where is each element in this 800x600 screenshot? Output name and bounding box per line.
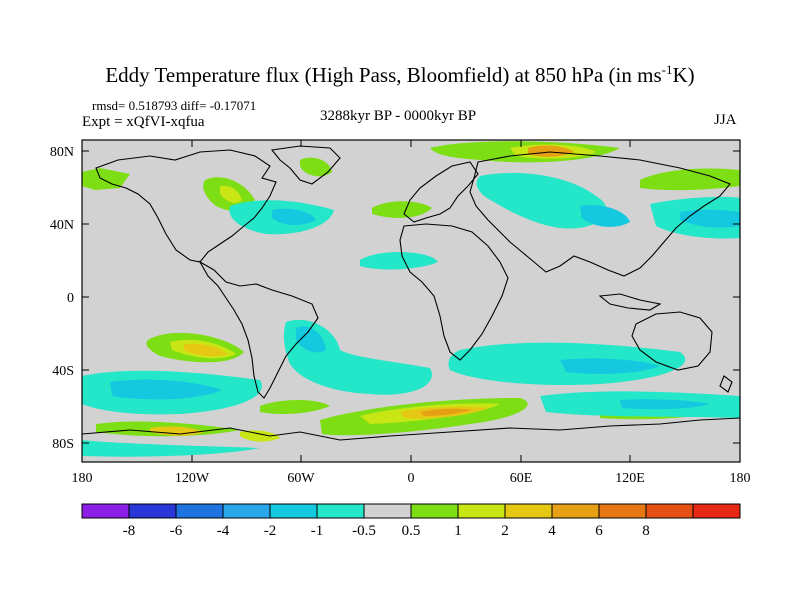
title-main: Eddy Temperature flux (High Pass, Bloomf… <box>105 63 662 87</box>
colorbar-swatch <box>692 503 741 519</box>
lat-tick-label: 40S <box>52 364 74 379</box>
lon-tick-label: 60E <box>510 471 533 486</box>
colorbar-swatch <box>457 503 506 519</box>
anomaly-region-negative <box>272 208 316 226</box>
colorbar-label: -1 <box>311 523 324 539</box>
colorbar-swatch <box>81 503 130 519</box>
colorbar-swatch <box>128 503 177 519</box>
colorbar-label: -8 <box>123 523 136 539</box>
colorbar-swatch <box>551 503 600 519</box>
axis-ticks <box>81 140 741 462</box>
colorbar-swatch <box>222 503 271 519</box>
chart-title: Eddy Temperature flux (High Pass, Bloomf… <box>0 62 800 88</box>
coastline-north-america <box>95 149 277 263</box>
lon-tick-label: 180 <box>72 471 93 486</box>
coastline-antarctica <box>82 417 740 441</box>
lat-tick-label: 80N <box>50 145 74 160</box>
coastline-maritime-asia <box>598 293 662 311</box>
colorbar-label: 2 <box>501 523 509 539</box>
anomaly-region-negative <box>110 379 222 400</box>
lat-tick-label: 80S <box>52 437 74 452</box>
anomaly-region-positive <box>300 157 332 177</box>
anomaly-region-negative <box>680 209 740 228</box>
title-superscript: -1 <box>661 62 673 77</box>
anomaly-fields <box>82 141 740 457</box>
anomaly-region-negative <box>580 204 630 227</box>
colorbar-label: 6 <box>595 523 603 539</box>
colorbar-label: 1 <box>454 523 462 539</box>
lon-tick-label: 0 <box>408 471 415 486</box>
colorbar-swatch <box>410 503 459 519</box>
colorbar-label: 0.5 <box>402 523 421 539</box>
anomaly-region-positive <box>372 201 432 218</box>
anomaly-region-positive <box>640 168 740 191</box>
colorbar-swatch <box>598 503 647 519</box>
coastline-greenland <box>270 145 341 185</box>
title-unit: K) <box>672 63 695 87</box>
lon-tick-label: 180 <box>730 471 751 486</box>
coastline-australia <box>631 311 713 371</box>
colorbar-swatch <box>269 503 318 519</box>
anomaly-region-negative <box>620 399 710 410</box>
colorbar-labels: -8 -6 -4 -2 -1 -0.5 0.5 1 2 4 6 8 <box>123 523 650 539</box>
colorbar-label: -2 <box>264 523 277 539</box>
lat-tick-label: 0 <box>67 291 74 306</box>
anomaly-region-negative <box>476 172 607 229</box>
colorbar-swatch <box>363 503 412 519</box>
coastlines <box>82 145 740 441</box>
anomaly-region-negative <box>560 358 660 374</box>
colorbar-label: -0.5 <box>352 523 376 539</box>
anomaly-region-positive <box>82 168 130 190</box>
colorbar-swatch <box>504 503 553 519</box>
lon-tick-label: 120W <box>175 471 210 486</box>
anomaly-region-positive <box>260 400 330 414</box>
lat-axis: 80N 40N 0 40S 80S <box>50 145 74 452</box>
lon-tick-label: 120E <box>615 471 645 486</box>
anomaly-region-negative <box>360 251 438 270</box>
experiment-label: Expt = xQfVI-xqfua <box>82 114 205 130</box>
coastline-asia <box>469 151 731 277</box>
coastline-south-america <box>198 260 319 399</box>
anomaly-region-positive <box>528 145 574 157</box>
colorbar-label: -4 <box>217 523 230 539</box>
colorbar-swatch <box>316 503 365 519</box>
colorbar-label: 8 <box>642 523 650 539</box>
lon-tick-label: 60W <box>287 471 315 486</box>
lat-tick-label: 40N <box>50 218 74 233</box>
anomaly-region-positive <box>220 185 242 203</box>
colorbar-label: -6 <box>170 523 183 539</box>
anomaly-region-negative <box>82 440 260 457</box>
colorbar-swatch <box>645 503 694 519</box>
colorbar-swatch <box>175 503 224 519</box>
anomaly-region-positive <box>150 426 204 436</box>
anomaly-region-positive <box>420 408 472 416</box>
season-label: JJA <box>714 112 737 128</box>
coastline-africa <box>399 223 509 361</box>
anomaly-region-positive <box>184 343 228 357</box>
anomaly-region-negative <box>296 326 326 353</box>
stats-text: rmsd= 0.518793 diff= -0.17071 <box>92 98 257 113</box>
period-label: 3288kyr BP - 0000kyr BP <box>320 108 477 124</box>
coastline-new-zealand <box>719 375 733 393</box>
lon-axis: 180 120W 60W 0 60E 120E 180 <box>72 471 751 486</box>
anomaly-region-positive <box>240 430 280 442</box>
colorbar-label: 4 <box>548 523 556 539</box>
colorbar <box>81 503 741 519</box>
